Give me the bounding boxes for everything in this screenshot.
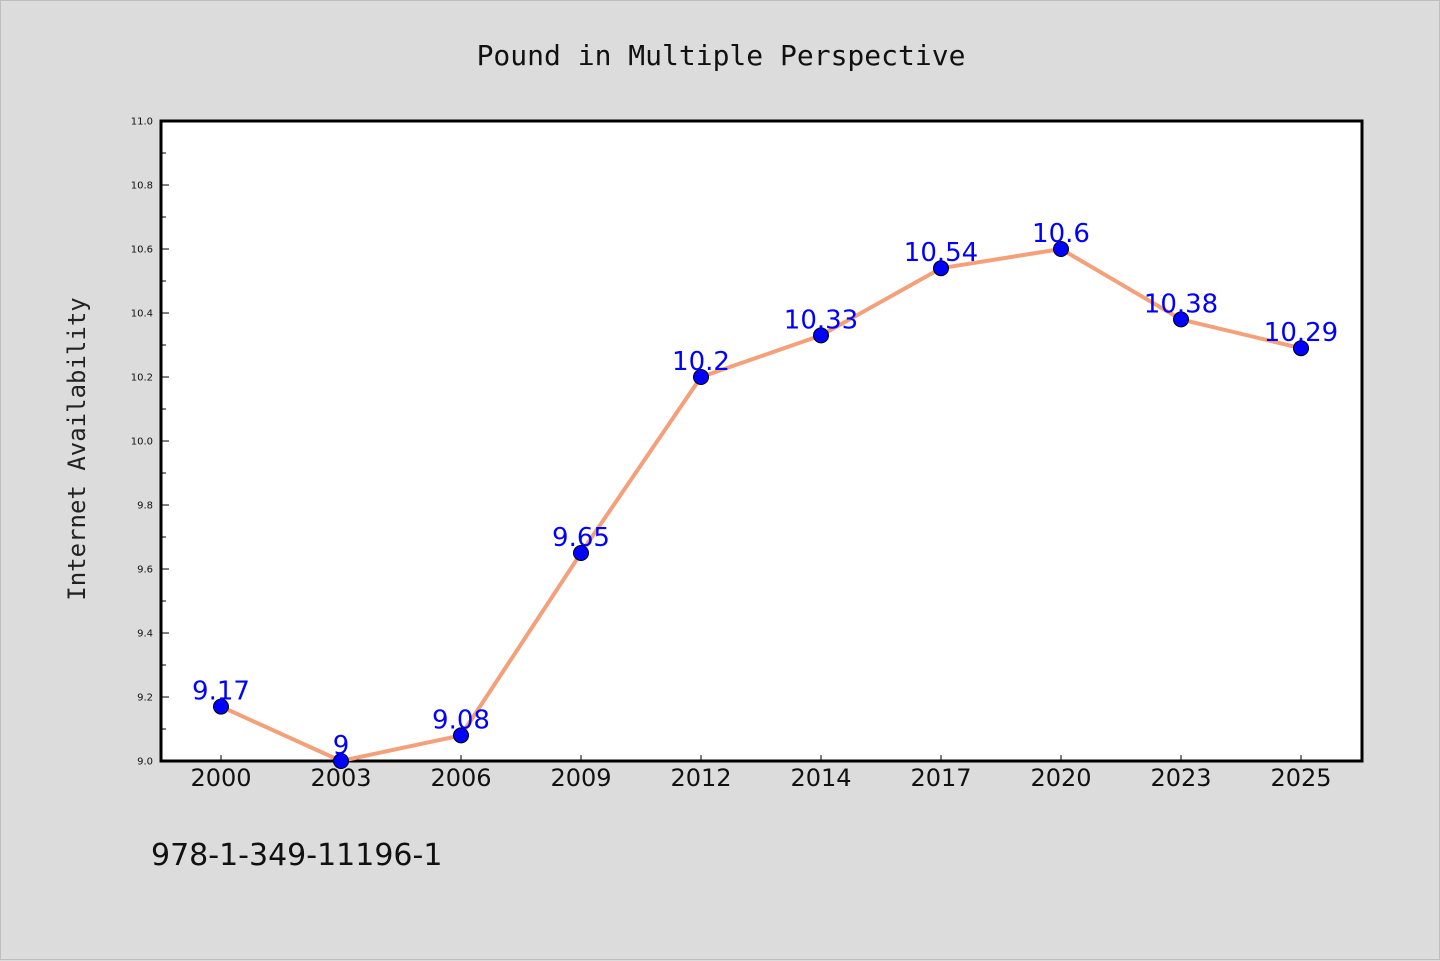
data-label: 10.6 <box>1032 219 1090 249</box>
data-label: 9.08 <box>432 705 490 735</box>
data-label: 9 <box>333 731 350 761</box>
x-tick-label: 2023 <box>1150 764 1211 792</box>
series-line-group <box>213 241 1309 769</box>
x-tick-label: 2020 <box>1030 764 1091 792</box>
data-point <box>1293 340 1309 357</box>
y-axis: 9.0 9.2 9.4 9.6 9.8 10.0 10.2 10.4 10.6 10.8 11.0 <box>131 117 169 768</box>
y-tick-label: 10.2 <box>131 373 153 384</box>
x-tick-label: 2012 <box>670 764 731 792</box>
y-tick-label: 10.6 <box>131 245 153 256</box>
x-tick-label: 2014 <box>790 764 851 792</box>
x-axis: 2000 2003 2006 2009 2012 2014 2017 2020 2023 2025 <box>190 755 1332 792</box>
data-label: 10.29 <box>1264 318 1338 348</box>
y-tick-label: 9.6 <box>137 565 153 576</box>
x-tick-label: 2000 <box>190 764 251 792</box>
data-point <box>453 727 469 744</box>
y-tick-label: 10.4 <box>131 309 153 320</box>
y-axis-label: Internet Availability <box>63 297 91 600</box>
x-tick-label: 2009 <box>550 764 611 792</box>
footer-isbn: 978-1-349-11196-1 <box>151 838 442 873</box>
y-tick-label: 9.2 <box>137 693 153 704</box>
data-label: 9.65 <box>552 523 610 553</box>
y-tick-label: 9.8 <box>137 501 153 512</box>
x-tick-label: 2017 <box>910 764 971 792</box>
data-labels: 9.17 9 9.08 9.65 10.2 10.33 10.54 10.6 10.38 10.2… <box>192 219 1338 761</box>
data-label: 10.2 <box>672 347 730 377</box>
data-label: 10.38 <box>1144 289 1218 319</box>
data-point <box>1053 241 1069 257</box>
y-tick-label: 9.4 <box>137 629 153 640</box>
y-tick-label: 11.0 <box>131 117 153 128</box>
data-point <box>1173 311 1189 328</box>
x-tick-label: 2006 <box>430 764 491 792</box>
data-label: 10.33 <box>784 305 858 335</box>
data-point <box>573 545 589 561</box>
y-tick-label: 10.8 <box>131 181 153 192</box>
data-point <box>693 369 709 385</box>
x-tick-label: 2025 <box>1270 764 1331 792</box>
data-point <box>813 327 829 344</box>
data-point <box>213 698 229 715</box>
data-label: 10.54 <box>904 238 978 268</box>
y-tick-label: 9.0 <box>137 757 153 768</box>
series-line <box>219 247 1303 763</box>
data-label: 9.17 <box>192 677 250 707</box>
data-point <box>933 260 949 277</box>
chart-title: Pound in Multiple Perspective <box>477 39 966 72</box>
y-tick-label: 10.0 <box>131 437 153 448</box>
data-point <box>333 753 349 769</box>
plot-area <box>159 119 1364 763</box>
